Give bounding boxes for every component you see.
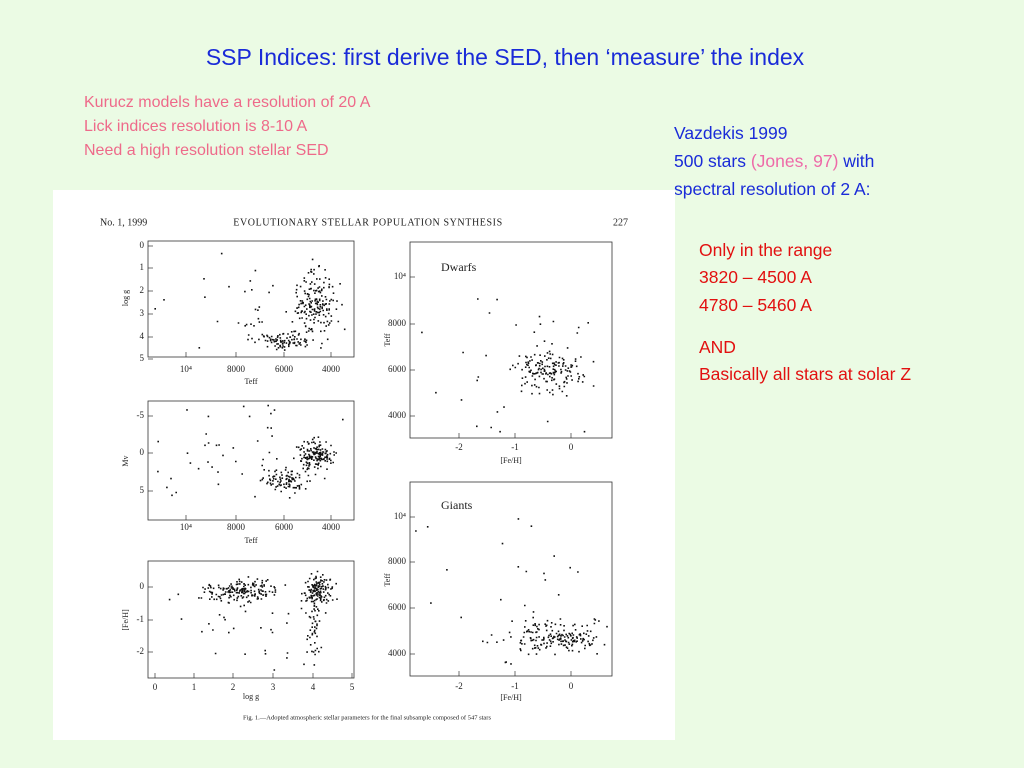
slide-title: SSP Indices: first derive the SED, then … [205,44,805,70]
note: 3820 – 4500 A [699,267,812,287]
x-tick-label: 0 [569,442,574,452]
x-axis-label: Teff [244,377,257,386]
y-tick-label: 4000 [388,410,407,420]
figure-caption: Fig. 1.—Adopted atmospheric stellar para… [243,714,491,721]
y-tick-label: -5 [137,410,145,420]
y-tick-label: 0 [140,447,145,457]
y-tick-label: 1 [140,262,145,272]
panel-frame [409,241,613,439]
x-tick-label: 6000 [275,364,294,374]
panel-frame [147,400,355,521]
x-tick-label: 0 [153,682,158,692]
note: 500 stars (Jones, 97) with [674,151,874,172]
note: Only in the range [699,240,833,260]
y-tick-label: 8000 [388,556,407,566]
note: Need a high resolution stellar SED [84,142,329,159]
x-axis-label: [Fe/H] [500,456,522,465]
x-tick-label: 10⁴ [180,364,192,374]
y-tick-label: 5 [140,485,145,495]
y-tick-label: 4 [140,331,145,341]
x-axis-label: [Fe/H] [500,693,522,702]
x-tick-label: 8000 [227,522,246,532]
figure-background [53,190,675,740]
figure-header: EVOLUTIONARY STELLAR POPULATION SYNTHESI… [233,217,503,228]
x-tick-label: 2 [231,682,236,692]
x-tick-label: -2 [455,442,463,452]
y-tick-label: 10⁴ [394,271,406,281]
y-axis-label: log g [121,290,130,306]
y-tick-label: -1 [137,614,145,624]
citation: (Jones, 97) [750,151,839,171]
x-axis-label: log g [243,692,259,701]
y-tick-label: 10⁴ [394,511,406,521]
y-tick-label: 0 [140,581,145,591]
panel-frame [147,240,355,358]
y-tick-label: -2 [137,646,145,656]
panel-frame [409,481,613,677]
y-tick-label: 0 [140,240,145,250]
x-tick-label: -1 [511,442,519,452]
note: 4780 – 5460 A [699,295,812,315]
note-text: 500 stars [674,151,751,171]
x-tick-label: 1 [192,682,197,692]
x-tick-label: -1 [511,681,519,691]
x-tick-label: -2 [455,681,463,691]
figure-header: No. 1, 1999 [100,217,147,228]
x-tick-label: 8000 [227,364,246,374]
x-tick-label: 10⁴ [180,522,192,532]
y-tick-label: 4000 [388,648,407,658]
note: AND [699,337,736,357]
y-tick-label: 8000 [388,318,407,328]
note: Basically all stars at solar Z [699,364,912,384]
y-tick-label: 5 [140,353,145,363]
x-tick-label: 4 [311,682,316,692]
x-tick-label: 5 [350,682,355,692]
panel-tag: Dwarfs [441,260,477,274]
note: spectral resolution of 2 A: [674,179,871,199]
note: Vazdekis 1999 [674,123,788,143]
x-tick-label: 6000 [275,522,294,532]
y-tick-label: 3 [140,308,145,318]
y-tick-label: 6000 [388,602,407,612]
x-tick-label: 3 [271,682,276,692]
y-axis-label: Teff [383,333,392,346]
note-text: with [838,151,875,171]
x-tick-label: 0 [569,681,574,691]
note: Kurucz models have a resolution of 20 A [84,94,371,111]
panel-frame [147,560,355,679]
x-axis-label: Teff [244,536,257,545]
note: Lick indices resolution is 8-10 A [84,118,308,135]
figure-header: 227 [613,217,628,228]
y-tick-label: 2 [140,285,145,295]
x-tick-label: 4000 [322,364,341,374]
y-tick-label: 6000 [388,364,407,374]
y-axis-label: Mv [121,455,130,466]
panel-tag: Giants [441,498,473,512]
y-axis-label: Teff [383,573,392,586]
x-tick-label: 4000 [322,522,341,532]
y-axis-label: [Fe/H] [121,609,130,631]
